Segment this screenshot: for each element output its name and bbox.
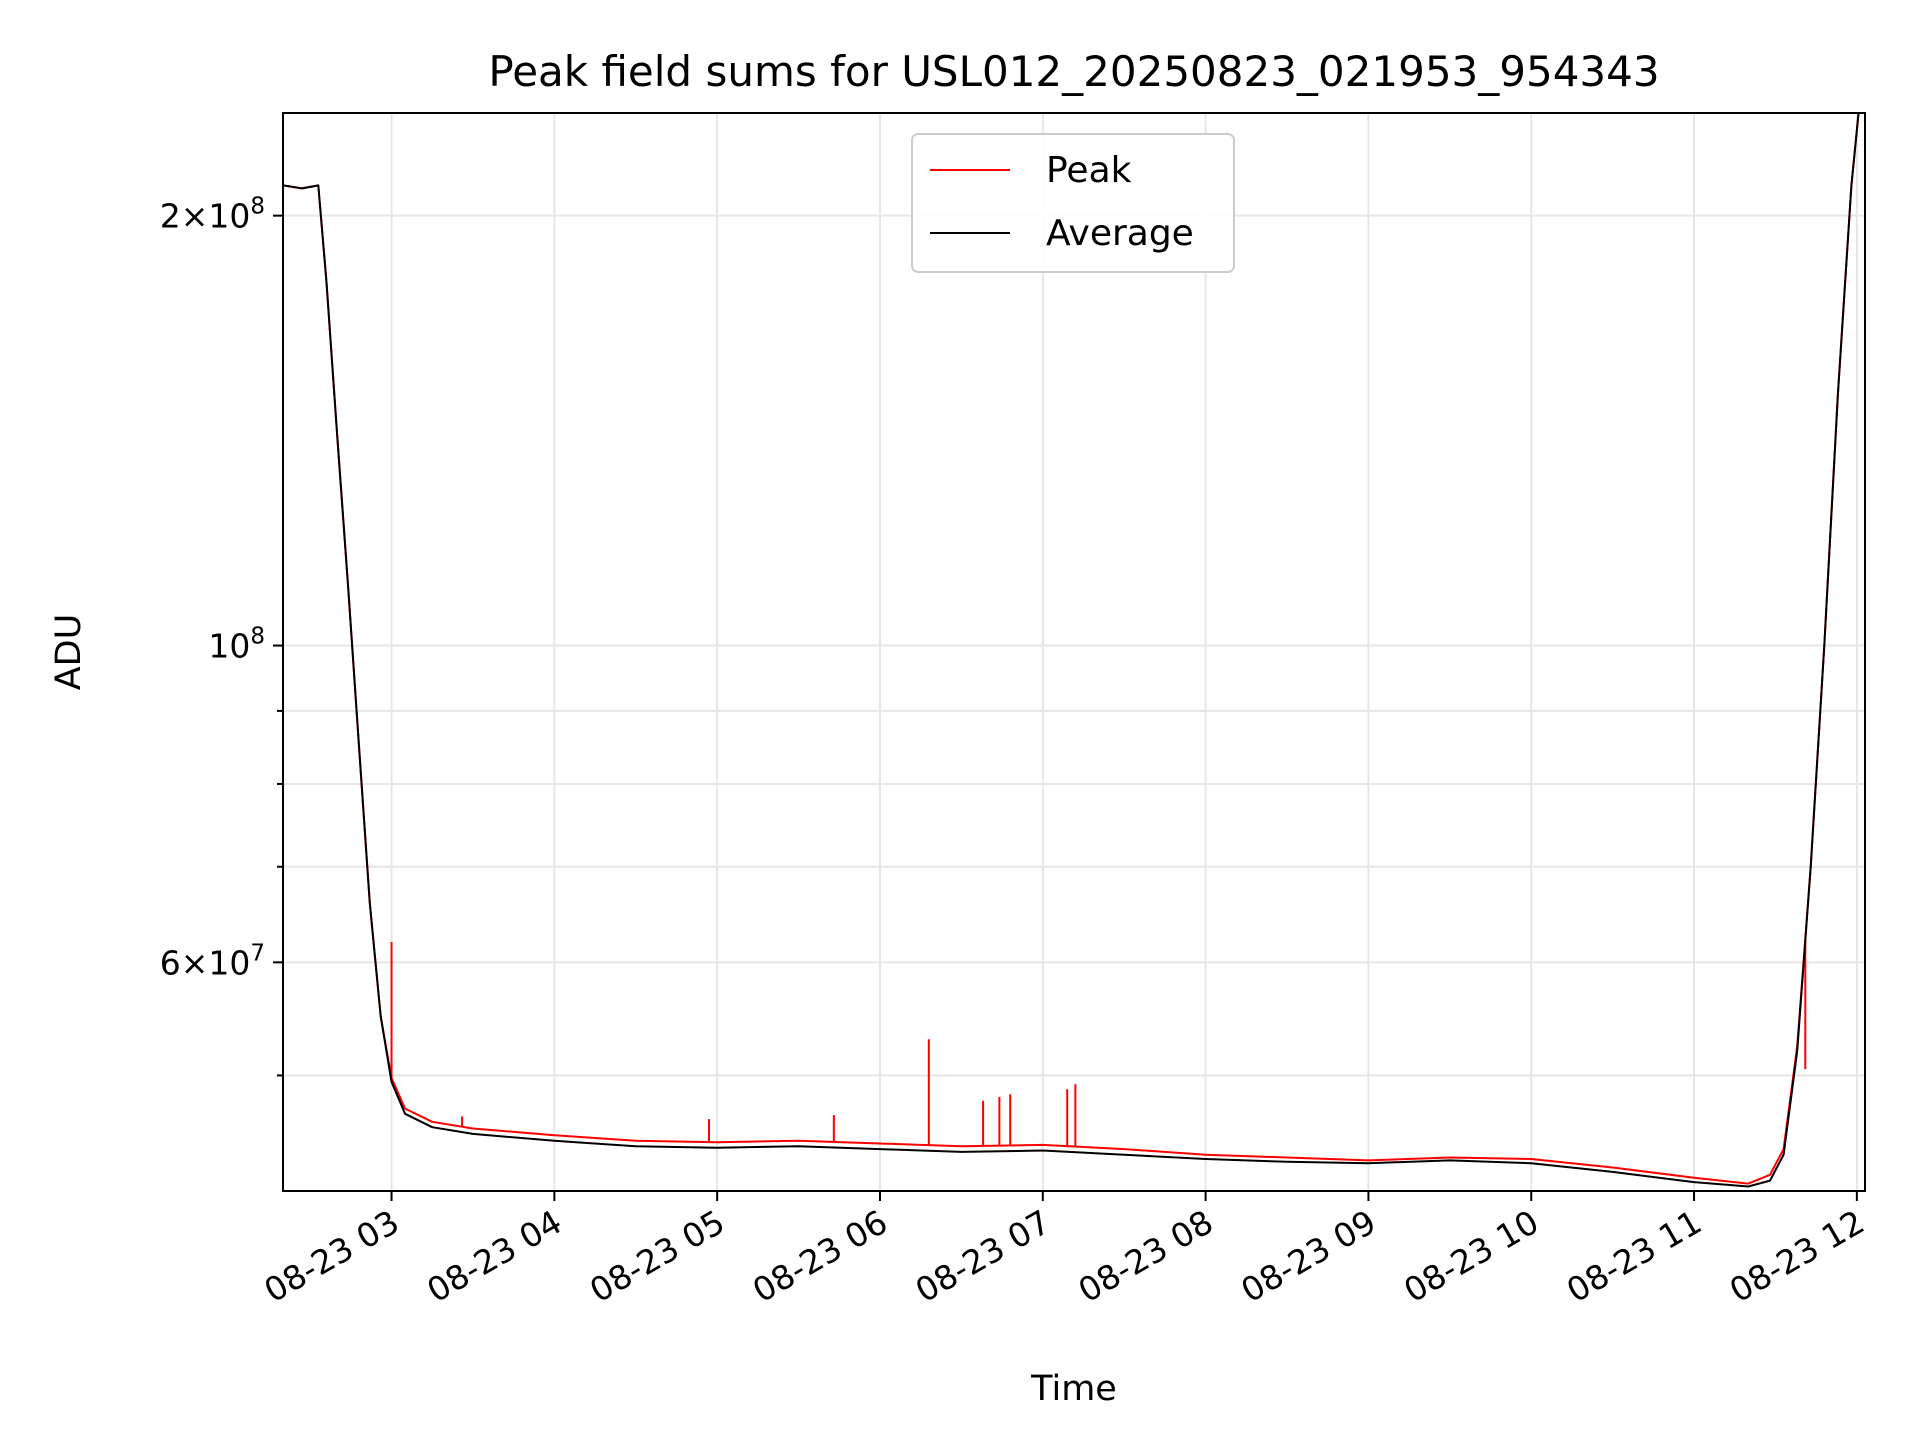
y-tick-label: 6×107	[160, 940, 265, 982]
y-axis: 6×107 108 2×108	[160, 194, 283, 1077]
legend-label-peak: Peak	[1046, 150, 1132, 191]
plot-series	[283, 113, 1860, 1188]
plot-frame	[282, 112, 1866, 1192]
legend: Peak Average	[911, 133, 1235, 273]
grid	[283, 113, 1865, 1191]
y-tick-label: 108	[208, 624, 265, 666]
legend-box	[911, 133, 1235, 273]
legend-label-average: Average	[1046, 213, 1194, 254]
y-axis-title: ADU	[49, 614, 89, 691]
y-tick-label: 2×108	[160, 194, 265, 236]
series-line-average	[283, 113, 1860, 1188]
x-axis-title: Time	[1030, 1369, 1117, 1409]
chart-title: Peak field sums for USL012_20250823_0219…	[488, 47, 1659, 96]
